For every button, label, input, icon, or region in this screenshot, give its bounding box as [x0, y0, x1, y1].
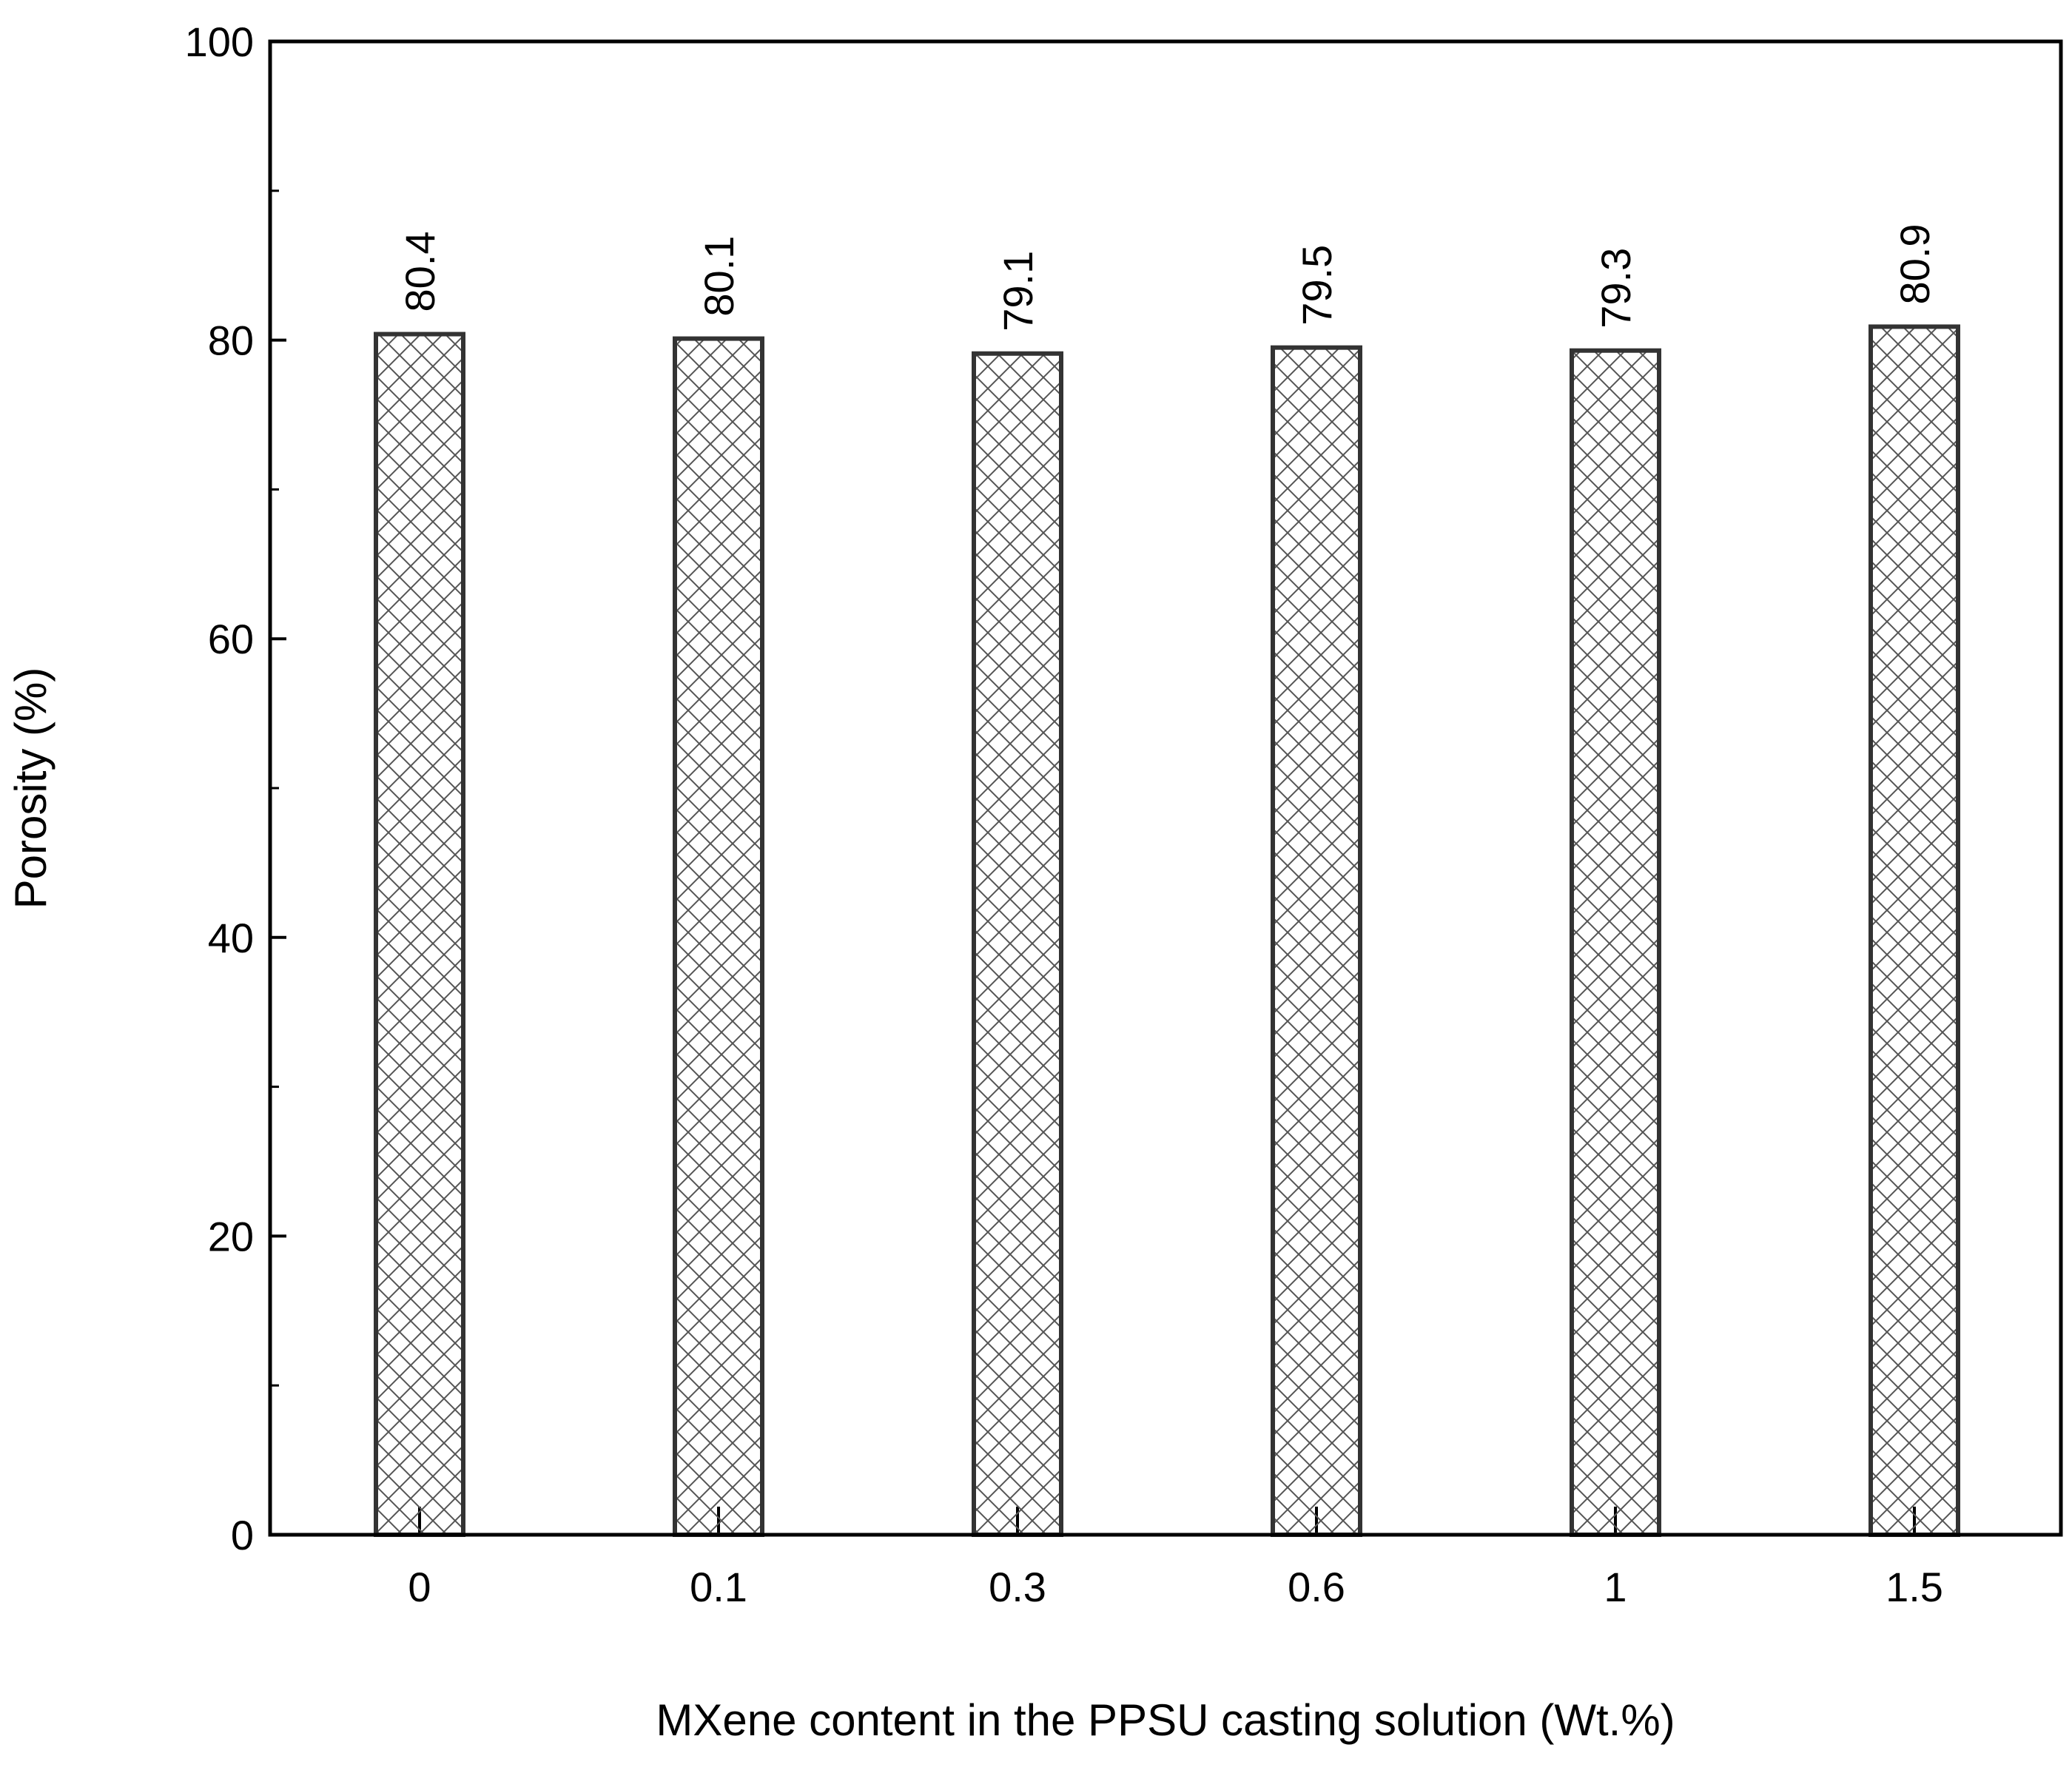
- y-axis-title: Porosity (%): [6, 667, 56, 909]
- x-axis-title: MXene content in the PPSU casting soluti…: [656, 1695, 1675, 1745]
- bar: [972, 351, 1063, 1538]
- y-tick-label: 80: [208, 317, 254, 364]
- bar: [1570, 348, 1661, 1538]
- data-label: 79.5: [1294, 245, 1340, 326]
- data-label: 79.3: [1592, 248, 1639, 329]
- x-tick-label: 0.6: [1288, 1564, 1345, 1610]
- y-tick-label: 60: [208, 616, 254, 662]
- x-tick-label: 1: [1604, 1564, 1627, 1610]
- x-tick-label: 0.1: [690, 1564, 747, 1610]
- data-label: 79.1: [995, 251, 1041, 332]
- plot-area-frame: [268, 39, 2063, 1537]
- bar: [1868, 324, 1960, 1537]
- x-axis-ticks: 0 0.1 0.3 0.6 1 1.5: [408, 1507, 1943, 1610]
- x-tick-label: 0.3: [989, 1564, 1046, 1610]
- data-label: 80.9: [1891, 223, 1938, 304]
- data-label: 80.1: [696, 236, 742, 317]
- bar: [374, 332, 465, 1538]
- y-tick-label: 100: [185, 18, 254, 65]
- y-tick-label: 20: [208, 1213, 254, 1259]
- y-tick-label: 40: [208, 915, 254, 961]
- x-tick-label: 0: [408, 1564, 431, 1610]
- bars: 80.4 80.1 79.1 79.5 79.3 80.9: [374, 223, 1960, 1538]
- data-label: 80.4: [397, 232, 443, 312]
- x-tick-label: 1.5: [1886, 1564, 1943, 1610]
- y-axis-ticks: 0 20 40 60 80 100: [185, 18, 286, 1558]
- bar: [1271, 345, 1362, 1538]
- bar: [673, 336, 764, 1537]
- y-tick-label: 0: [231, 1512, 254, 1558]
